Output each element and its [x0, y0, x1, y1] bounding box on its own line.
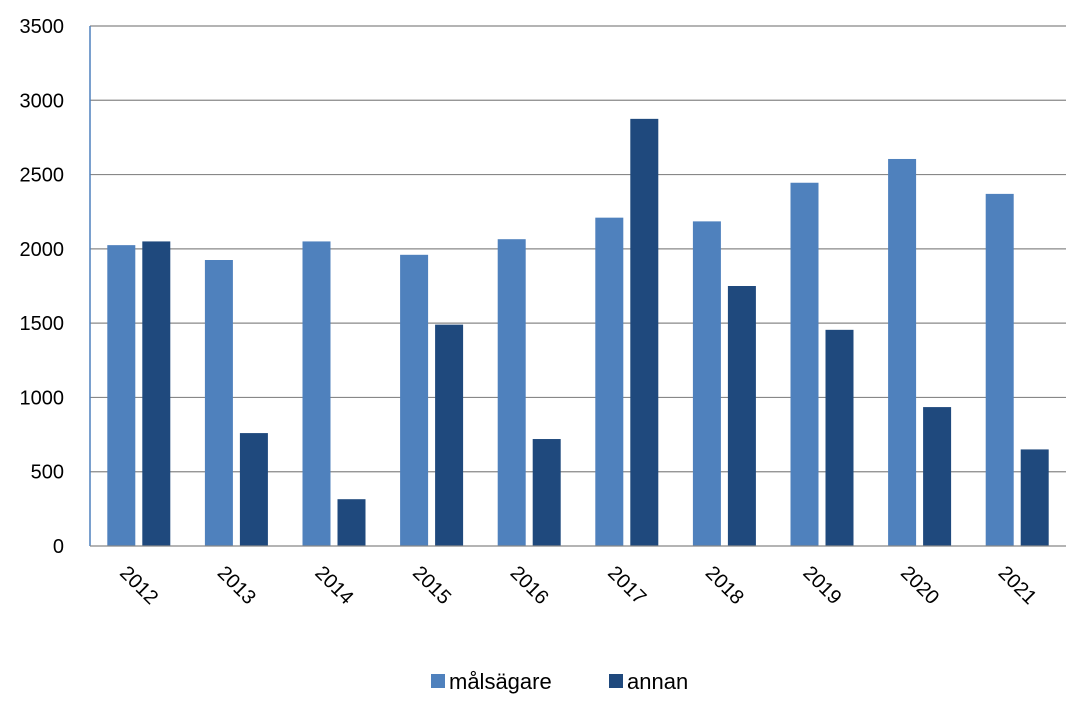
legend-swatch	[609, 674, 623, 688]
x-tick-label: 2012	[115, 562, 162, 609]
x-tick-label: 2017	[603, 562, 650, 609]
bar-series1-2021	[985, 193, 1014, 546]
bar-series1-2020	[888, 158, 917, 546]
y-tick-label: 500	[31, 462, 64, 484]
bar-series1-2017	[595, 217, 624, 546]
x-axis-tick-labels: 2012 2013 2014 2015 2016 2017 2018 2019 2020 2021	[115, 562, 1040, 609]
gridlines	[90, 25, 1066, 473]
y-tick-label: 1500	[20, 313, 65, 335]
y-tick-label: 3500	[20, 16, 65, 38]
y-tick-label: 2000	[20, 239, 65, 261]
bar-series2-2017	[630, 118, 659, 546]
x-tick-label: 2015	[408, 562, 455, 609]
bar-series2-2012	[142, 241, 171, 546]
x-tick-label: 2013	[213, 562, 260, 609]
y-tick-label: 0	[53, 536, 64, 558]
bar-series1-2016	[497, 239, 526, 546]
y-tick-label: 1000	[20, 387, 65, 409]
bar-series1-2015	[400, 254, 429, 547]
x-tick-label: 2014	[310, 562, 357, 609]
legend-label: målsägare	[449, 669, 552, 694]
bar-series2-2014	[337, 499, 366, 546]
bar-series2-2021	[1020, 449, 1049, 546]
bar-series2-2013	[239, 433, 268, 546]
bar-series1-2013	[204, 260, 233, 546]
y-axis-tick-labels: 0 500 1000 1500 2000 2500 3000 3500	[20, 16, 65, 558]
bars	[107, 118, 1049, 547]
bar-series1-2018	[692, 221, 721, 546]
bar-series2-2016	[532, 439, 561, 546]
bar-series1-2019	[790, 182, 819, 546]
legend: målsägare annan	[431, 669, 688, 694]
x-tick-label: 2020	[896, 562, 943, 609]
bar-series2-2019	[825, 329, 854, 546]
x-tick-label: 2018	[701, 562, 748, 609]
legend-swatch	[431, 674, 445, 688]
legend-label: annan	[627, 669, 688, 694]
bar-series2-2018	[727, 286, 756, 546]
y-tick-label: 3000	[20, 90, 65, 112]
bar-series2-2020	[923, 407, 952, 546]
bar-series1-2014	[302, 241, 331, 546]
bar-series2-2015	[435, 324, 464, 546]
bar-series1-2012	[107, 245, 136, 546]
x-tick-label: 2016	[506, 562, 553, 609]
y-tick-label: 2500	[20, 165, 65, 187]
x-tick-label: 2019	[798, 562, 845, 609]
x-tick-label: 2021	[994, 562, 1041, 609]
